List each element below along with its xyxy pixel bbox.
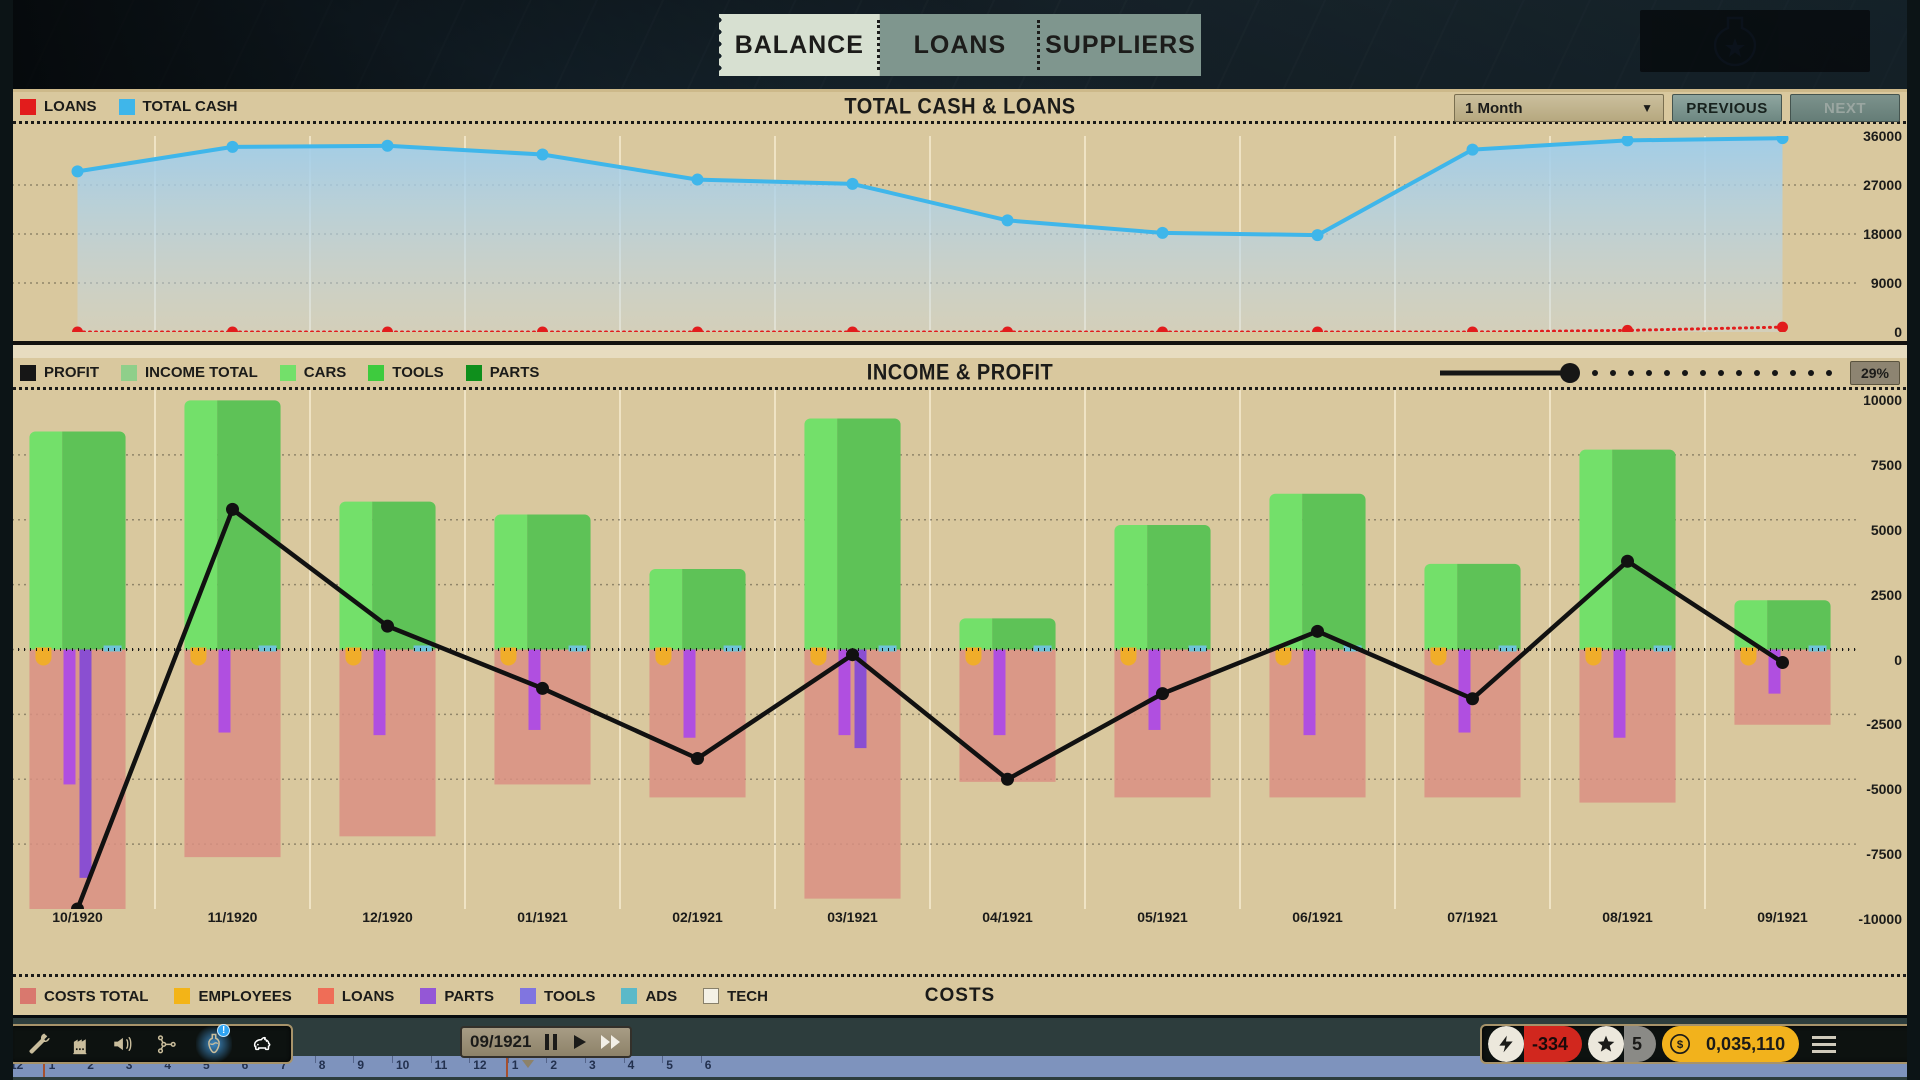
svg-text:$: $ — [1677, 1039, 1684, 1051]
